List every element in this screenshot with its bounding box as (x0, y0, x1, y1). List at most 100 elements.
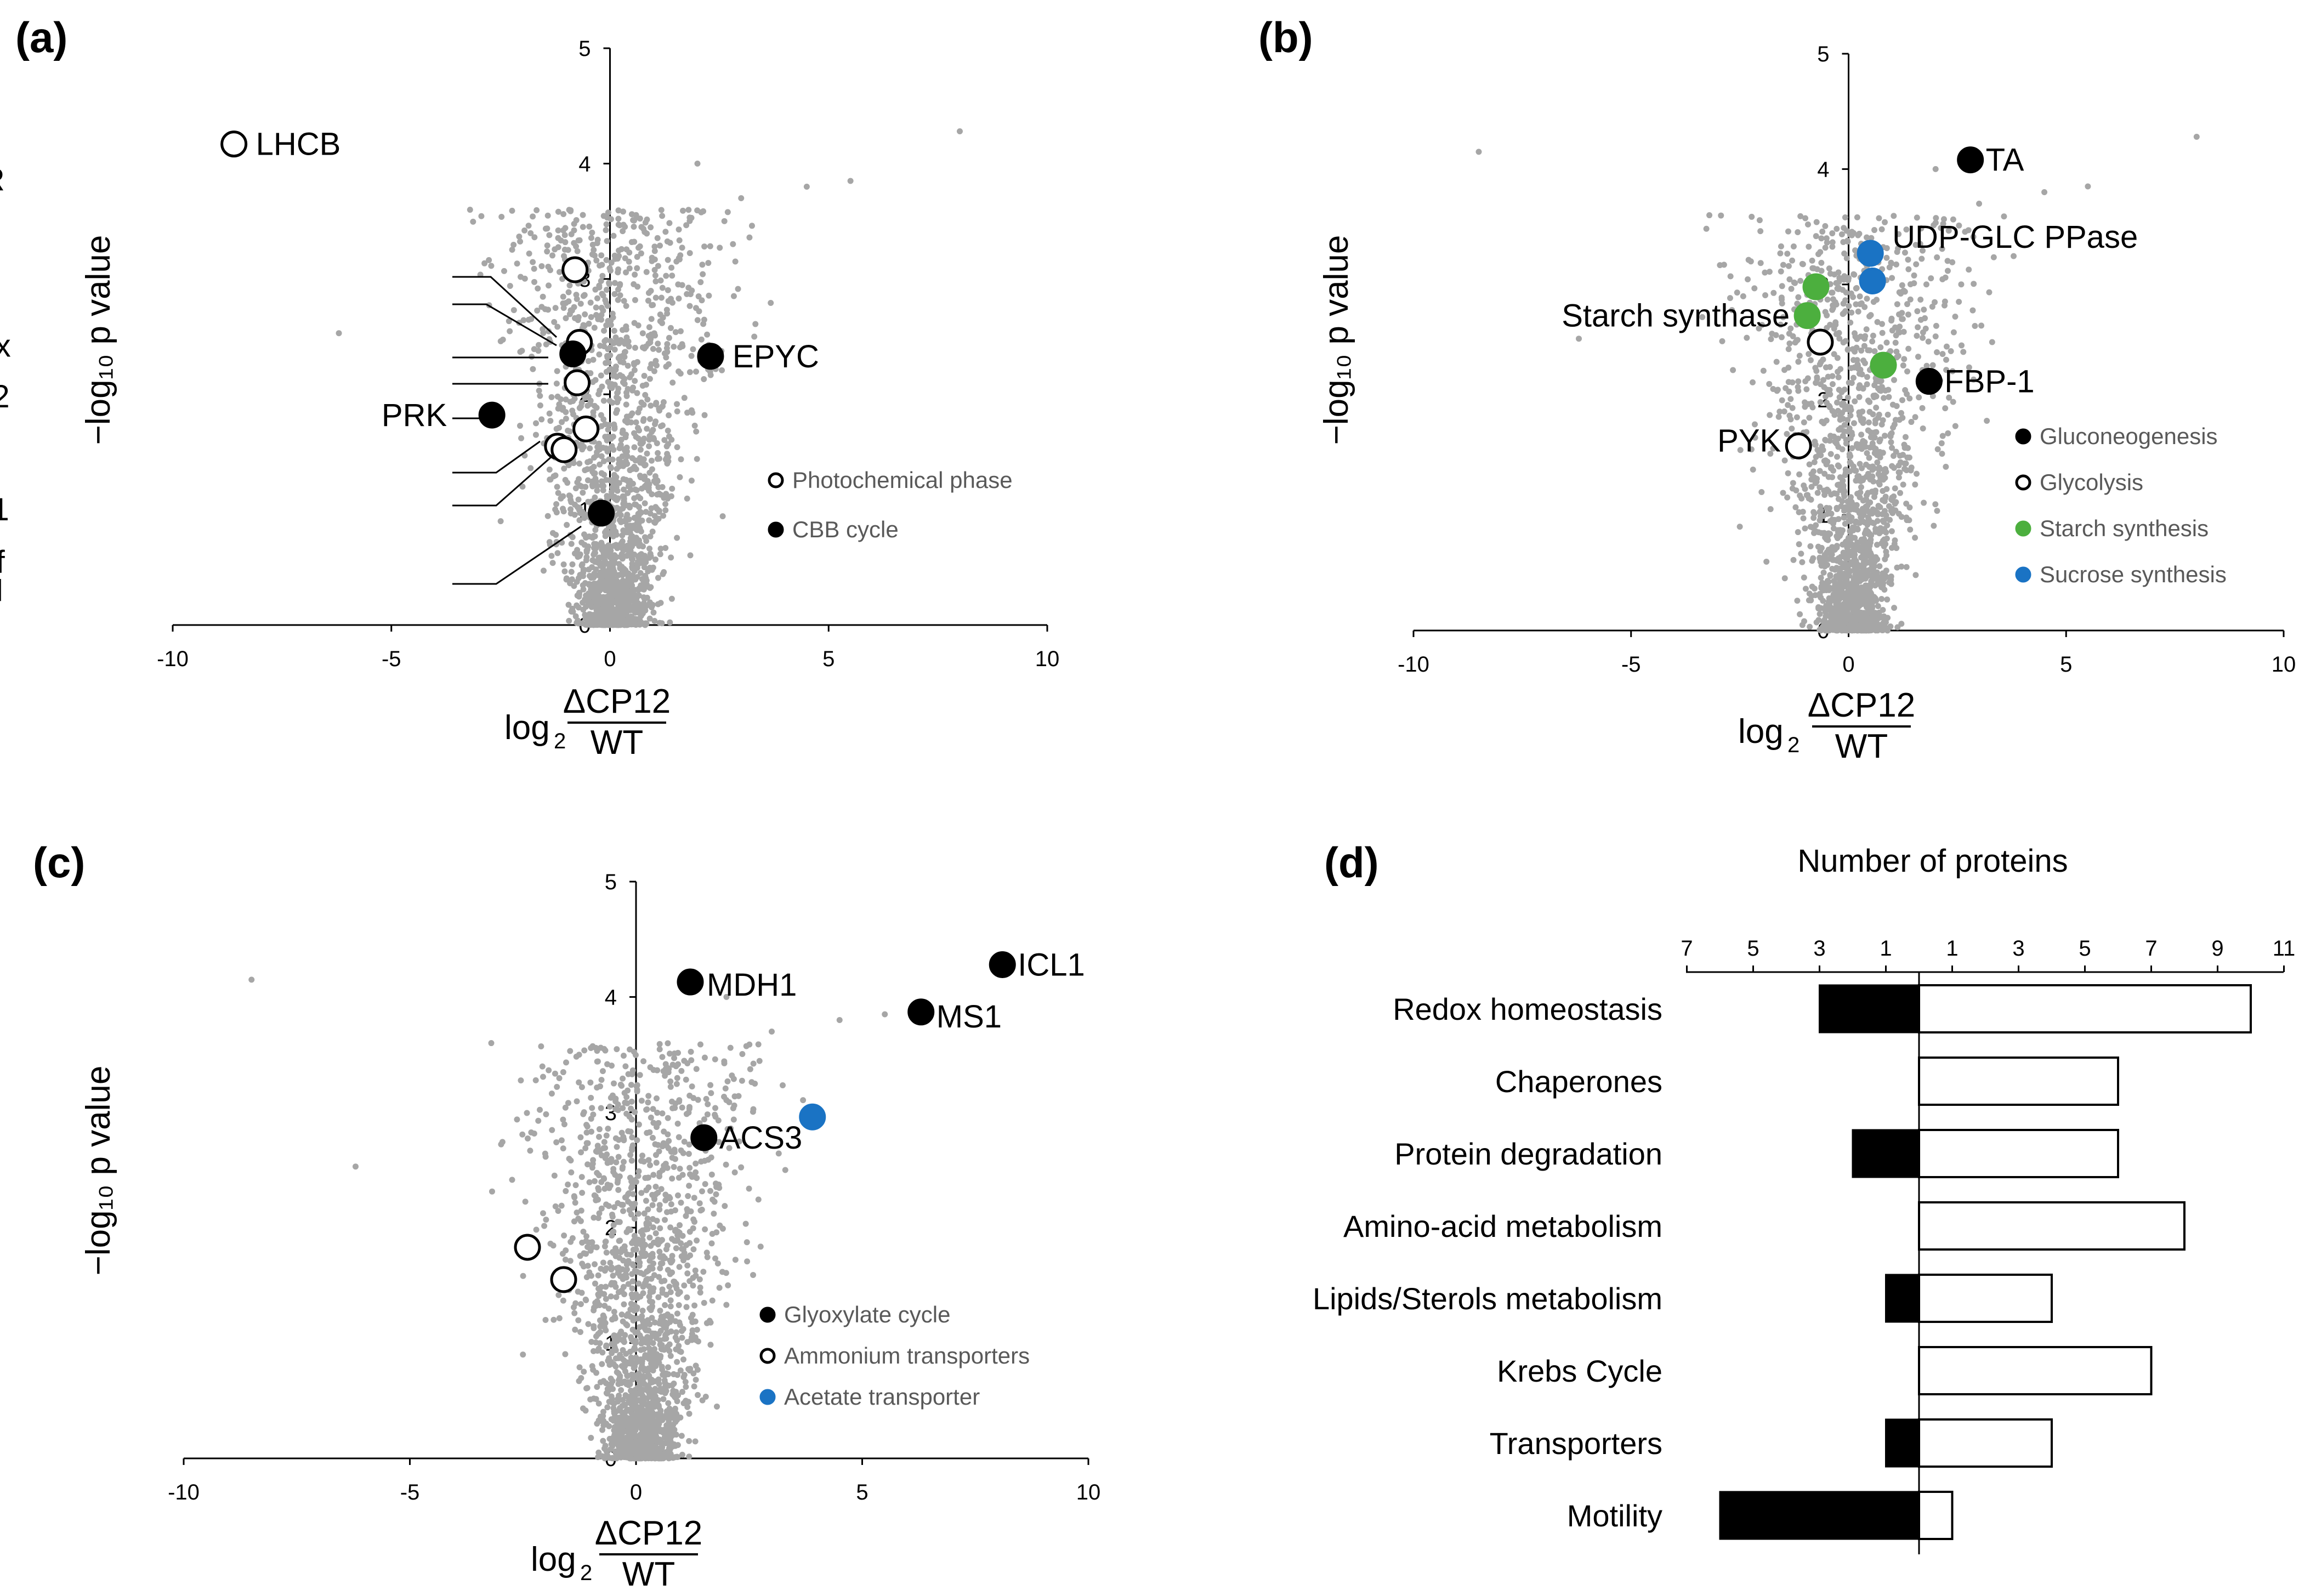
panel-b-point (1804, 492, 1811, 498)
panel-b-point (1836, 279, 1842, 285)
panel-a-point (652, 278, 659, 285)
panel-b-point (1912, 535, 1918, 541)
panel-b-point (2041, 189, 2048, 195)
panel-a-point (623, 546, 629, 553)
panel-a-point (639, 485, 645, 492)
panel-a-point (488, 263, 495, 269)
panel-b-point (1848, 379, 1855, 386)
panel-b-point (1881, 395, 1887, 401)
panel-c-point (738, 1164, 745, 1171)
panel-b-point (1817, 399, 1824, 405)
panel-b-point (1990, 254, 1997, 260)
panel-b-point (1914, 308, 1921, 315)
panel-c-point (613, 1159, 620, 1166)
panel-c-x-tick-label: -5 (400, 1480, 420, 1504)
panel-b-point (1827, 451, 1834, 457)
panel-a-point (660, 399, 667, 405)
panel-b-point (1846, 582, 1853, 588)
panel-c-point (667, 1078, 674, 1084)
panel-a-point (622, 458, 629, 464)
panel-c-point (703, 1249, 710, 1256)
panel-b-point (1838, 231, 1845, 237)
panel-b-point (1902, 434, 1909, 440)
panel-a-point (632, 344, 638, 351)
panel-b-point (1802, 399, 1808, 406)
panel-a-point (533, 207, 540, 213)
panel-b-point (1817, 503, 1824, 510)
panel-a-point (625, 479, 632, 485)
panel-c-point (595, 1272, 601, 1279)
panel-b-point (1920, 247, 1926, 254)
panel-b-point (1777, 321, 1784, 328)
panel-b-point (1852, 247, 1859, 254)
panel-a-point (752, 321, 759, 327)
panel-b-point (1898, 621, 1905, 627)
panel-b-point (1866, 542, 1873, 549)
panel-b-point (1875, 603, 1881, 609)
panel-c-point (587, 1079, 594, 1086)
panel-c-point (533, 1226, 540, 1233)
panel-a-point (563, 575, 570, 582)
panel-a-point (588, 235, 594, 241)
panel-c-point (684, 1206, 690, 1213)
panel-a-point (619, 538, 626, 544)
panel-b-point (1861, 343, 1867, 349)
panel-b-point (1824, 387, 1831, 393)
panel-c-point (589, 1105, 595, 1111)
panel-a-point (674, 444, 680, 451)
panel-b-point (1874, 575, 1880, 582)
panel-b-point (1862, 333, 1869, 339)
panel-a-point (686, 214, 693, 221)
panel-a-point (643, 603, 650, 609)
panel-a-point (572, 613, 579, 620)
panel-c-point (579, 1260, 586, 1267)
panel-b-point (1915, 324, 1921, 331)
panel-a-point (650, 302, 656, 308)
panel-a-point (668, 264, 675, 271)
panel-c-point (546, 1067, 552, 1074)
panel-a-point (574, 296, 580, 302)
panel-a-point (724, 209, 731, 215)
panel-a-point (746, 234, 753, 241)
panel-b-point (1787, 325, 1794, 332)
panel-c-point (620, 1208, 627, 1214)
panel-c-point (550, 1242, 557, 1249)
panel-b-point (1891, 453, 1897, 459)
panel-b-point (1893, 545, 1900, 552)
panel-a-point (616, 247, 622, 254)
panel-a-point (598, 423, 605, 429)
panel-a-point (694, 317, 701, 323)
panel-b-point (1834, 453, 1841, 460)
panel-b-point (1976, 201, 1983, 207)
panel-b-point (1925, 338, 1932, 345)
panel-b-point (1814, 447, 1821, 453)
panel-c-point (702, 1181, 708, 1188)
panel-b-point (1865, 397, 1871, 404)
panel-a-x-tick-label: -5 (382, 647, 401, 671)
panel-a-point (537, 402, 543, 409)
panel-c-point (600, 1438, 606, 1444)
panel-a-point (569, 407, 576, 414)
panel-b-point (1807, 357, 1814, 363)
panel-c-point (543, 1111, 549, 1117)
panel-a-point (607, 344, 614, 351)
panel-a-point (615, 606, 621, 612)
panel-b-point (1830, 519, 1836, 525)
panel-b-point (1855, 385, 1862, 391)
panel-b-point (1860, 574, 1867, 581)
panel-b-point (1863, 599, 1870, 606)
panel-a-point (650, 609, 657, 616)
panel-a-point (611, 568, 617, 575)
panel-a-point (530, 213, 536, 220)
panel-a-point (597, 597, 603, 603)
panel-a-point (544, 242, 550, 249)
panel-b-point (1848, 559, 1854, 566)
panel-c-point (594, 1143, 601, 1149)
panel-b-point (1882, 465, 1889, 472)
panel-a-point (633, 487, 640, 493)
panel-b-point (1829, 381, 1836, 388)
panel-b-point (1829, 373, 1836, 379)
panel-b-point (1848, 461, 1854, 467)
panel-a-point (548, 553, 555, 559)
panel-b-point (1846, 453, 1853, 460)
